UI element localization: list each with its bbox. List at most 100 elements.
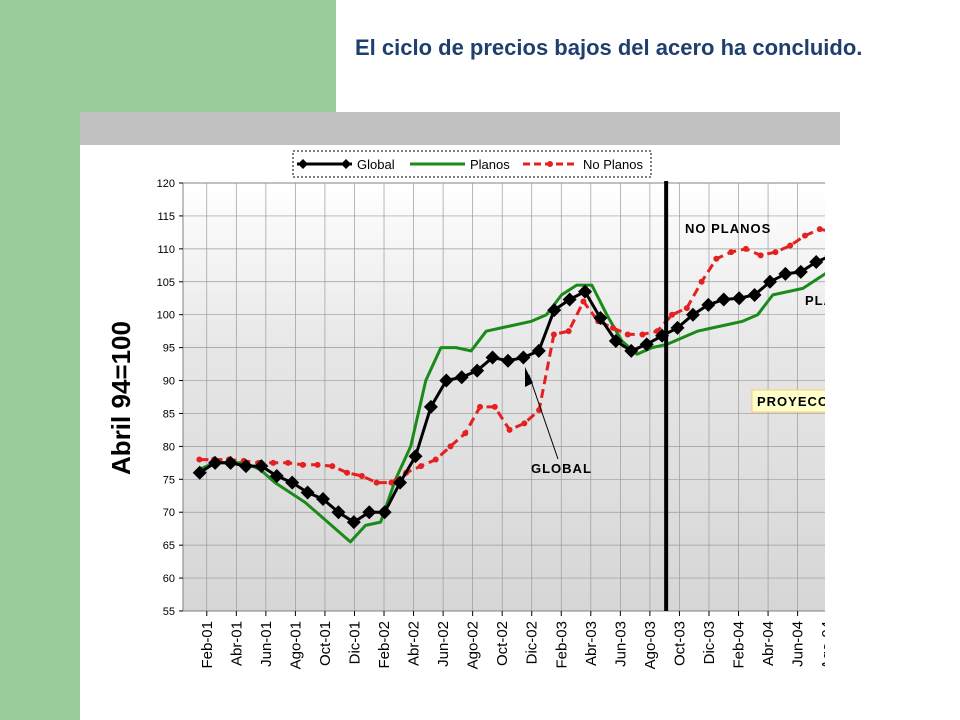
x-tick-label: Oct-02 [494, 621, 511, 666]
annotation-global: GLOBAL [525, 367, 592, 476]
y-tick-label: 85 [163, 408, 175, 420]
series [192, 226, 825, 544]
x-tick-label: Oct-01 [317, 621, 334, 666]
legend-marker [547, 161, 553, 167]
x-tick-label: Abr-04 [760, 621, 777, 666]
y-axis-label: Abril 94=100 [106, 321, 136, 475]
data-point [608, 334, 623, 349]
y-tick-label: 55 [163, 606, 175, 618]
data-point [223, 455, 238, 470]
data-point [254, 459, 269, 474]
plot-area [182, 182, 825, 612]
data-point [593, 310, 608, 325]
series-planos [198, 272, 825, 544]
x-tick-label: Ago-03 [642, 621, 659, 669]
line-chart: 55 60 65 70 75 80 85 90 95 100 105 110 115 120 Feb-01… [106, 150, 825, 669]
y-tick-label: 115 [157, 211, 175, 223]
side-decoration-band [0, 0, 80, 720]
annotation-planos: PLANOS [805, 293, 825, 308]
x-tick-label: Abr-02 [406, 621, 423, 666]
top-decoration-band [80, 0, 336, 112]
data-point [516, 350, 531, 365]
data-point [500, 353, 515, 368]
annotation-global-arrowhead [525, 367, 533, 387]
data-point [801, 232, 808, 239]
data-point [208, 455, 223, 470]
x-tick-label: Oct-03 [671, 621, 688, 666]
x-tick-label: Dic-02 [524, 621, 541, 664]
data-point [408, 449, 423, 464]
data-point [196, 456, 203, 463]
y-tick-label: 90 [163, 376, 175, 388]
legend-item-no-planos: No Planos [523, 157, 643, 172]
data-point [757, 252, 764, 259]
annotation-global-label: GLOBAL [531, 461, 592, 476]
data-point [624, 331, 631, 338]
data-point [728, 249, 735, 256]
data-point [670, 320, 685, 335]
data-point [716, 292, 731, 307]
legend-item-global: Global [297, 157, 395, 172]
data-point [423, 399, 438, 414]
data-point [462, 430, 469, 437]
data-point [393, 475, 408, 490]
legend-marker [298, 159, 308, 169]
data-point [331, 505, 346, 520]
y-tick-label: 60 [163, 573, 175, 585]
x-tick-label: Dic-01 [346, 621, 363, 664]
y-tick-label: 70 [163, 507, 175, 519]
annotation-proyeccion: PROYECCION [751, 389, 825, 413]
data-point [683, 305, 690, 312]
data-point [192, 465, 207, 480]
x-tick-label: Jun-02 [435, 621, 452, 667]
data-point [747, 287, 762, 302]
legend-label: Planos [470, 157, 510, 172]
data-point [565, 328, 572, 335]
data-point [698, 278, 705, 285]
data-point [531, 343, 546, 358]
data-point [316, 492, 331, 507]
y-tick-label: 105 [157, 277, 175, 289]
x-tick-label: Abr-03 [583, 621, 600, 666]
x-tick-label: Ago-02 [465, 621, 482, 669]
data-point [506, 426, 513, 433]
data-point [373, 479, 380, 486]
x-tick-label: Dic-03 [701, 621, 718, 664]
data-point [285, 459, 292, 466]
x-tick-label: Jun-04 [790, 621, 807, 667]
series-line [198, 256, 825, 524]
y-axis: 55 60 65 70 75 80 85 90 95 100 105 110 115 120 [157, 178, 183, 618]
data-point [521, 420, 528, 427]
data-point [285, 475, 300, 490]
data-point [454, 370, 469, 385]
data-point [669, 311, 676, 318]
annotation-proyeccion-label: PROYECCION [757, 394, 825, 409]
data-point [362, 505, 377, 520]
data-point [346, 515, 361, 530]
data-point [358, 473, 365, 480]
series-line [198, 272, 825, 544]
data-point [772, 249, 779, 256]
data-point [685, 307, 700, 322]
data-point [238, 459, 253, 474]
annotation-no-planos-label: NO PLANOS [685, 221, 771, 236]
data-point [562, 292, 577, 307]
data-point [778, 266, 793, 281]
data-point [377, 505, 392, 520]
x-tick-label: Jun-01 [258, 621, 275, 667]
legend-marker [341, 159, 351, 169]
x-tick-label: Feb-04 [731, 621, 748, 669]
data-point [417, 463, 424, 470]
annotation-global-arrow [528, 374, 559, 460]
data-point [639, 331, 646, 338]
data-point [701, 297, 716, 312]
y-tick-label: 80 [163, 441, 175, 453]
data-point [793, 264, 808, 279]
data-point [329, 463, 336, 470]
data-point [639, 337, 654, 352]
x-tick-label: Feb-03 [553, 621, 570, 669]
legend: Global Planos No Planos [292, 150, 652, 178]
data-point [713, 255, 720, 262]
data-point [432, 456, 439, 463]
x-tick-label: Jun-03 [612, 621, 629, 667]
